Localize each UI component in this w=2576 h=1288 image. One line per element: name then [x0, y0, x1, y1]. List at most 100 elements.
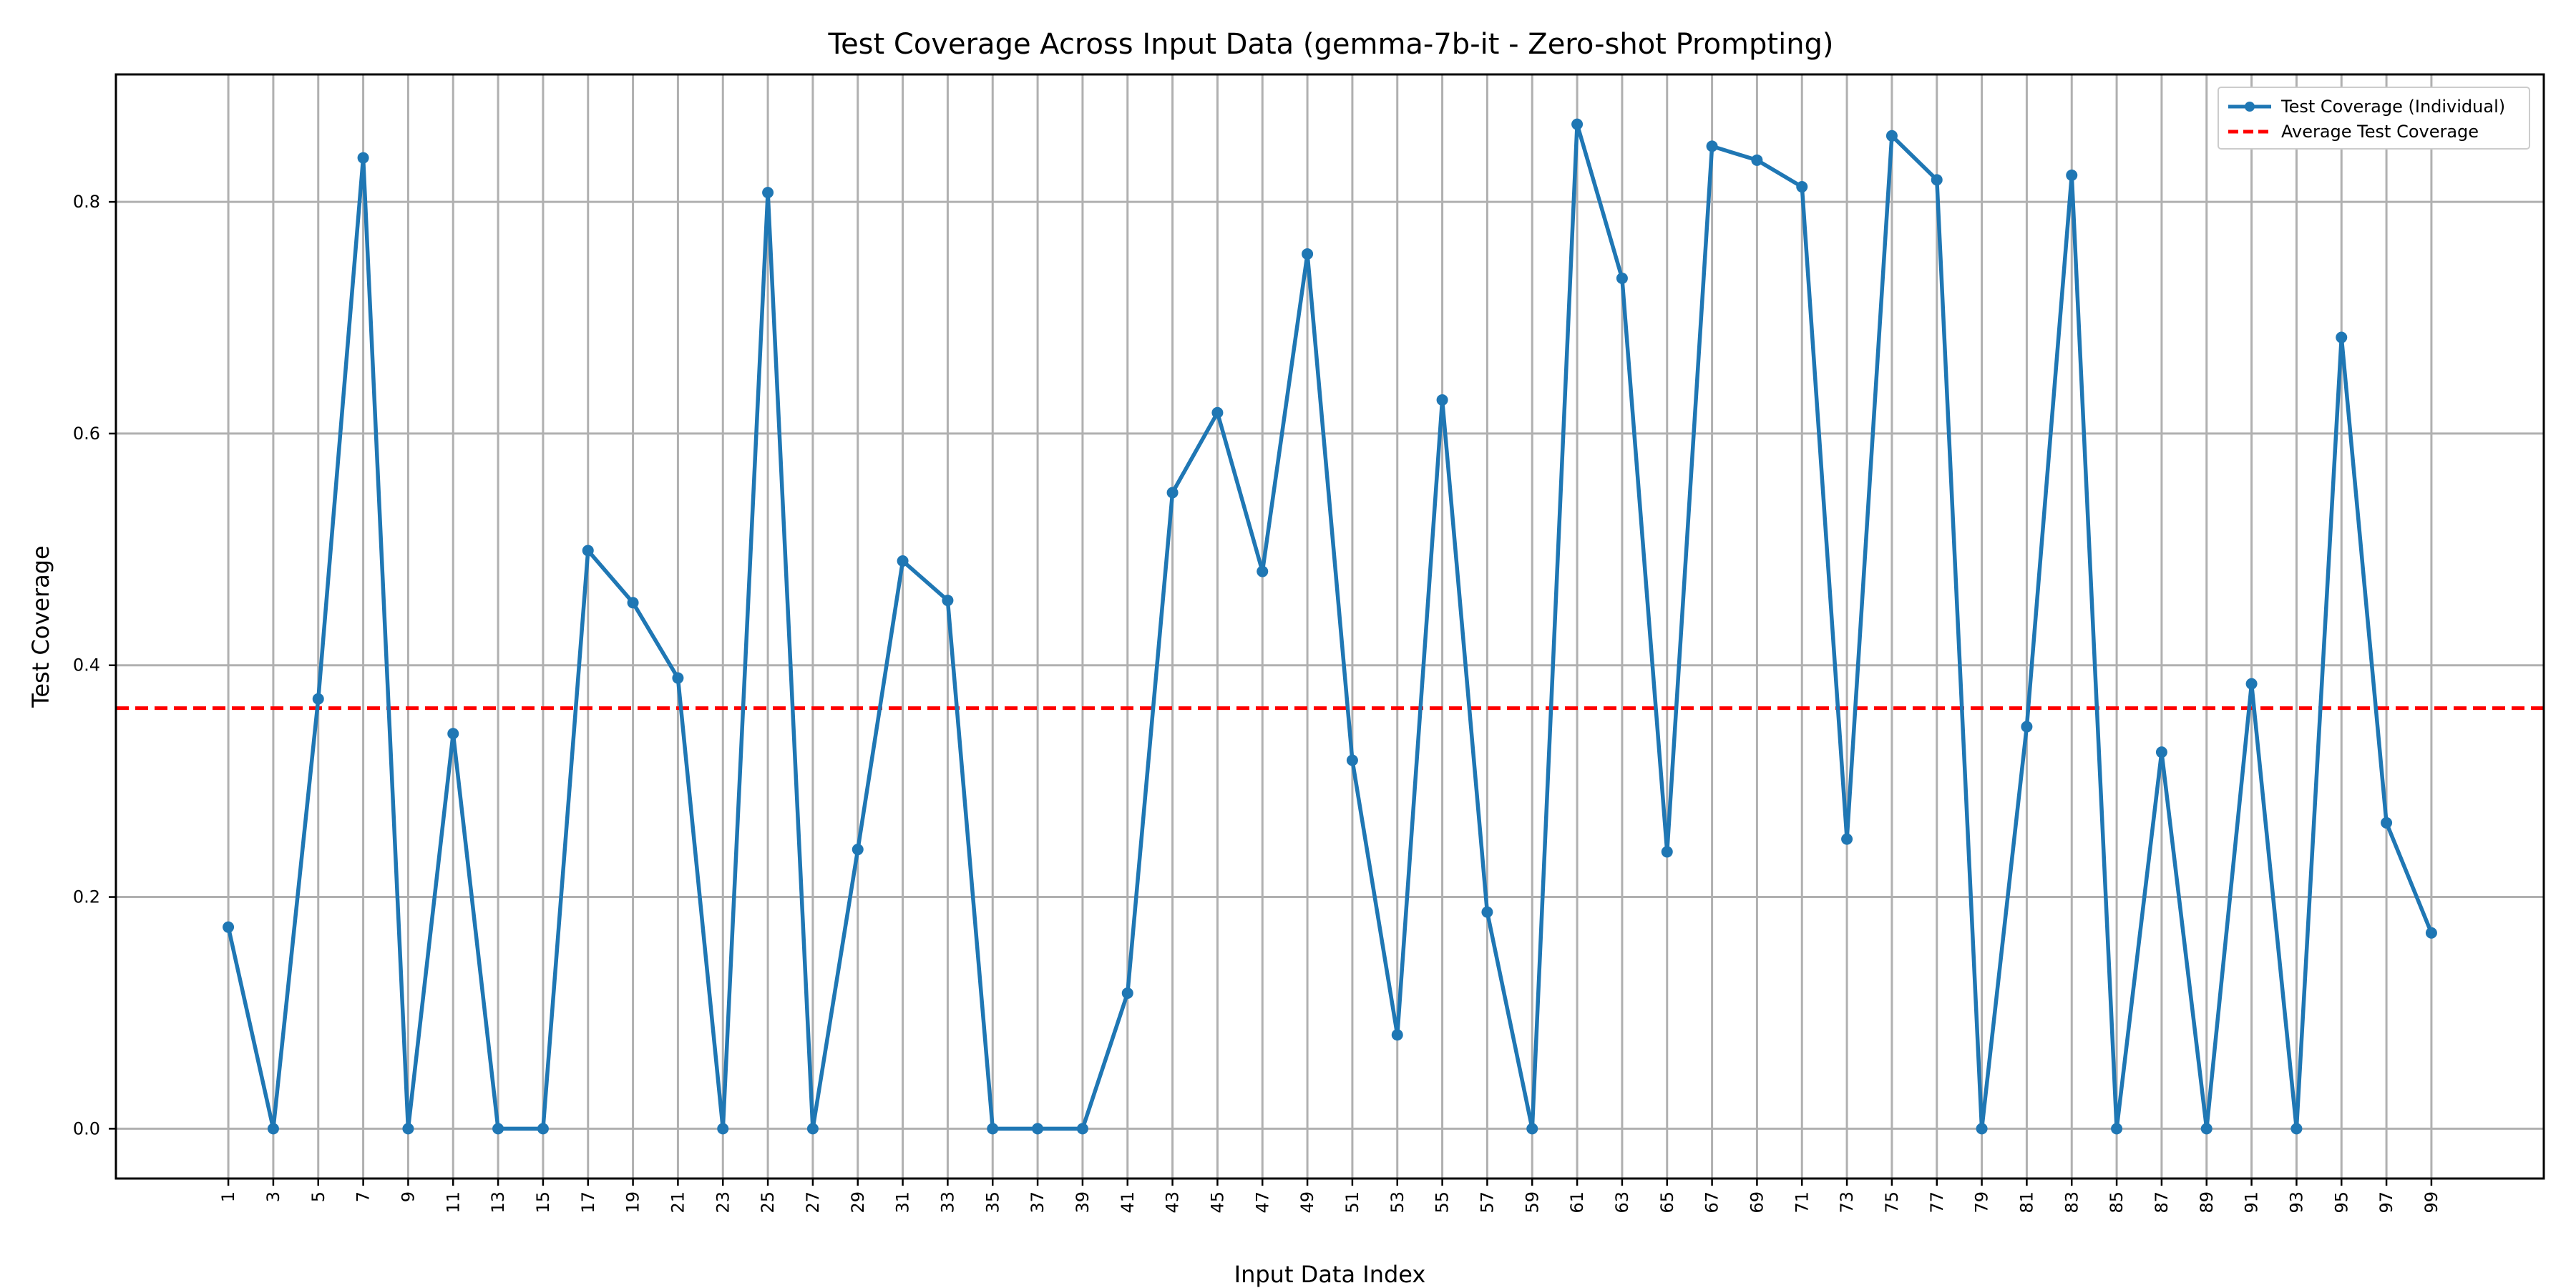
x-tick-label: 61: [1567, 1191, 1587, 1214]
data-point: [672, 672, 684, 684]
x-tick-label: 25: [758, 1191, 778, 1214]
x-tick-label: 39: [1073, 1191, 1093, 1214]
series-line-individual: [226, 122, 2434, 1131]
x-tick-label: 23: [713, 1191, 733, 1214]
y-tick-label: 0.0: [73, 1118, 100, 1138]
data-point: [267, 1123, 279, 1135]
data-point: [2290, 1123, 2303, 1135]
x-tick-label: 79: [1972, 1191, 1992, 1214]
x-tick-label: 57: [1477, 1191, 1497, 1214]
y-tick-label: 0.8: [73, 192, 100, 212]
data-point: [2381, 816, 2393, 829]
x-tick-label: 3: [263, 1191, 283, 1202]
x-tick-label: 99: [2421, 1191, 2441, 1214]
x-tick-label: 21: [668, 1191, 688, 1214]
data-point: [627, 597, 639, 609]
data-point: [2245, 678, 2258, 690]
x-tick-label: 17: [578, 1191, 598, 1214]
data-point: [1302, 248, 1314, 260]
x-tick-label: 7: [353, 1191, 374, 1202]
data-point: [1931, 174, 1943, 186]
x-tick-label: 71: [1792, 1191, 1812, 1214]
data-point: [1885, 130, 1898, 142]
x-tick-label: 67: [1702, 1191, 1722, 1214]
y-tick-label: 0.2: [73, 887, 100, 907]
y-tick-label: 0.4: [73, 655, 100, 675]
x-tick-label: 63: [1612, 1191, 1632, 1214]
x-tick-label: 85: [2107, 1191, 2127, 1214]
x-tick-label: 87: [2152, 1191, 2172, 1214]
x-tick-label: 93: [2286, 1191, 2306, 1214]
data-point: [1706, 140, 1718, 152]
data-point: [1976, 1123, 1988, 1135]
x-tick-label: 9: [398, 1191, 418, 1202]
data-point: [806, 1123, 819, 1135]
x-tick-label: 15: [533, 1191, 553, 1214]
x-tick-label: 53: [1387, 1191, 1407, 1214]
x-tick-label: 83: [2062, 1191, 2082, 1214]
data-point: [402, 1123, 414, 1135]
legend-marker-individual: [2245, 102, 2255, 112]
data-point: [2021, 721, 2033, 733]
data-point: [1661, 846, 1673, 858]
x-tick-label: 95: [2331, 1191, 2351, 1214]
x-tick-label: 35: [982, 1191, 1002, 1214]
x-tick-label: 55: [1433, 1191, 1453, 1214]
y-axis-label: Test Coverage: [27, 545, 54, 708]
data-point: [717, 1123, 729, 1135]
x-tick-label: 13: [488, 1191, 508, 1214]
x-tick-label: 81: [2016, 1191, 2036, 1214]
x-tick-label: 19: [623, 1191, 643, 1214]
legend-box: [2218, 87, 2530, 150]
data-point: [897, 555, 909, 567]
data-point: [1257, 565, 1269, 577]
x-tick-label: 31: [893, 1191, 913, 1214]
x-tick-label: 5: [308, 1191, 328, 1202]
x-axis-label: Input Data Index: [1234, 1261, 1426, 1288]
data-point: [357, 152, 369, 164]
x-tick-label: 75: [1882, 1191, 1902, 1214]
data-point: [1481, 906, 1493, 918]
data-point: [1346, 754, 1358, 766]
data-point: [1571, 118, 1584, 130]
series-layer: [223, 118, 2437, 1135]
data-point: [1391, 1029, 1403, 1041]
data-point: [1841, 833, 1853, 845]
data-point: [2155, 746, 2167, 758]
data-point: [1032, 1123, 1044, 1135]
x-tick-label: 65: [1657, 1191, 1677, 1214]
grid-lines: [116, 74, 2544, 1179]
x-axis-ticks: 1 3 5 7 9 11 13 15 17 19 21 23 25 27 29 31 33 35 37 39 41 43 4…: [218, 1179, 2441, 1214]
data-point: [1166, 487, 1179, 499]
x-tick-label: 69: [1747, 1191, 1767, 1214]
x-tick-label: 91: [2242, 1191, 2262, 1214]
data-point: [1616, 272, 1628, 284]
data-point: [1751, 154, 1763, 166]
legend-label-average: Average Test Coverage: [2281, 122, 2479, 142]
y-axis-ticks: 0.0 0.2 0.4 0.6 0.8: [73, 192, 116, 1138]
data-point: [2066, 169, 2078, 181]
x-tick-label: 1: [218, 1191, 238, 1202]
x-tick-label: 77: [1927, 1191, 1947, 1214]
data-point: [1121, 987, 1133, 999]
x-tick-label: 11: [443, 1191, 463, 1214]
data-point: [1211, 406, 1224, 419]
data-point: [2336, 331, 2348, 343]
data-point: [1436, 394, 1448, 406]
x-tick-label: 59: [1522, 1191, 1542, 1214]
x-tick-label: 41: [1118, 1191, 1138, 1214]
x-tick-label: 33: [937, 1191, 957, 1214]
data-point: [1526, 1123, 1538, 1135]
data-point: [942, 595, 954, 607]
chart-title: Test Coverage Across Input Data (gemma-7…: [827, 28, 1833, 61]
data-point: [537, 1123, 549, 1135]
data-point: [1076, 1123, 1088, 1135]
legend: Test Coverage (Individual) Average Test …: [2218, 87, 2530, 150]
x-tick-label: 49: [1297, 1191, 1317, 1214]
data-point: [447, 728, 459, 740]
x-tick-label: 45: [1207, 1191, 1227, 1214]
x-tick-label: 73: [1837, 1191, 1857, 1214]
x-tick-label: 29: [848, 1191, 868, 1214]
data-point: [312, 693, 324, 705]
